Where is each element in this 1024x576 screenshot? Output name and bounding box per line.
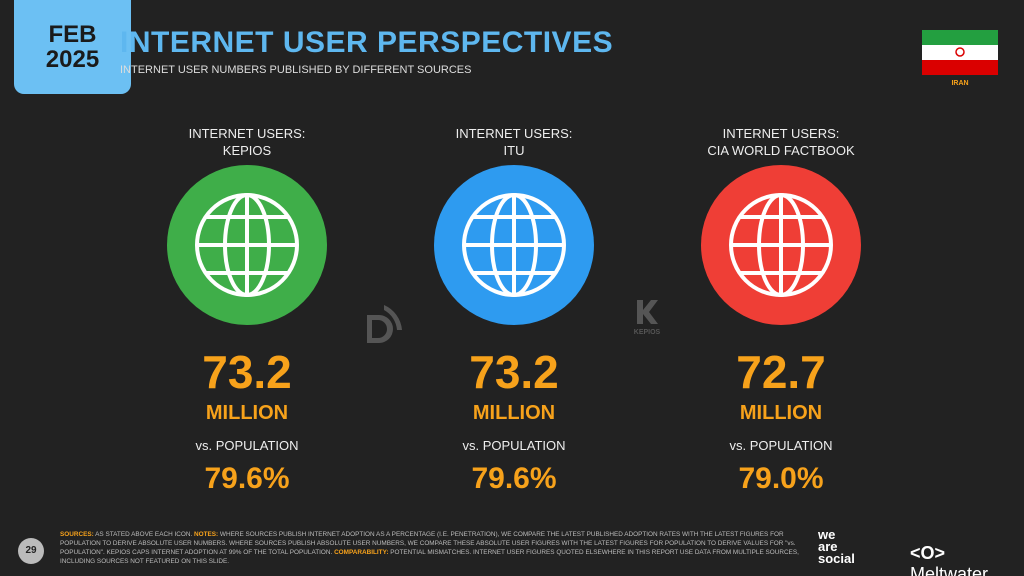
flag-stripe: [922, 45, 998, 60]
brand-meltwater: <O> Meltwater: [910, 543, 1024, 576]
share: 79.6%: [471, 462, 556, 495]
note-text: AS STATED ABOVE EACH ICON.: [93, 531, 194, 538]
label-line2: ITU: [504, 143, 525, 158]
page-number: 29: [18, 538, 44, 564]
logo-d: [367, 305, 402, 343]
share: 79.6%: [204, 462, 289, 495]
unit: MILLION: [473, 402, 555, 424]
label-line1: INTERNET USERS:: [456, 126, 573, 141]
globe-icon: [462, 193, 566, 297]
title: INTERNET USER PERSPECTIVES: [120, 26, 614, 59]
label-line2: KEPIOS: [223, 143, 272, 158]
brand-we-are-social: we are social: [818, 527, 855, 566]
brand-word: are: [818, 539, 838, 554]
label-line1: INTERNET USERS:: [723, 126, 840, 141]
note-text: POTENTIAL MISMATCHES. INTERNET USER FIGU…: [60, 549, 799, 565]
vs-label: vs. POPULATION: [195, 438, 298, 453]
vs-label: vs. POPULATION: [729, 438, 832, 453]
logo-k: [637, 300, 658, 324]
watermark: KEPIOS: [634, 329, 661, 336]
share: 79.0%: [738, 462, 823, 495]
users: 73.2: [202, 346, 292, 398]
brand-word: we: [818, 527, 836, 542]
unit: MILLION: [206, 402, 288, 424]
brand-word: social: [818, 551, 855, 566]
label-line2: CIA WORLD FACTBOOK: [707, 143, 855, 158]
date-month: FEB: [48, 21, 97, 48]
brand-text: Meltwater: [910, 564, 989, 576]
brand-logo: <O>: [910, 543, 946, 563]
note-text: WHERE SOURCES PUBLISH INTERNET ADOPTION …: [60, 531, 796, 556]
note-label: COMPARABILITY:: [334, 549, 389, 556]
note-label: SOURCES:: [60, 531, 94, 538]
users: 72.7: [736, 346, 826, 398]
note-label: NOTES:: [194, 531, 219, 538]
flag-stripe: [922, 60, 998, 75]
unit: MILLION: [740, 402, 822, 424]
flag-emblem: [955, 47, 965, 57]
label-line1: INTERNET USERS:: [189, 126, 306, 141]
subtitle: INTERNET USER NUMBERS PUBLISHED BY DIFFE…: [120, 64, 472, 76]
footnotes: SOURCES: AS STATED ABOVE EACH ICON. NOTE…: [60, 530, 800, 566]
flag-stripe: [922, 30, 998, 45]
globe-icon: [729, 193, 833, 297]
users: 73.2: [469, 346, 559, 398]
date-year: 2025: [45, 46, 100, 73]
country: IRAN: [951, 80, 969, 87]
date-badge: FEB 2025: [14, 0, 131, 94]
vs-label: vs. POPULATION: [462, 438, 565, 453]
globe-icon: [195, 193, 299, 297]
